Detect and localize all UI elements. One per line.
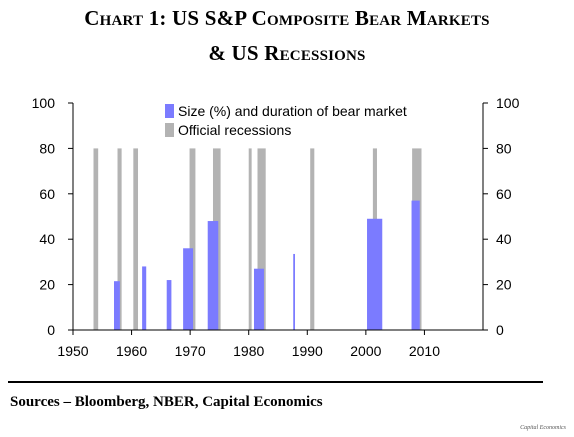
bear-market-bar-8 (411, 200, 420, 330)
recession-bar-5 (248, 148, 252, 330)
y-tick-label-left-5: 100 (32, 95, 56, 111)
y-tick-label-left-1: 20 (39, 277, 55, 293)
y-tick-label-right-1: 20 (496, 277, 512, 293)
sources-note: Sources – Bloomberg, NBER, Capital Econo… (10, 394, 323, 410)
bear-market-bar-5 (253, 268, 264, 330)
legend-swatch-0 (165, 104, 174, 118)
legend-label-1: Official recessions (178, 122, 291, 138)
recession-bar-0 (93, 148, 99, 330)
bear-market-bar-7 (367, 218, 383, 330)
legend-label-0: Size (%) and duration of bear market (178, 103, 407, 119)
recession-bar-6 (257, 148, 266, 330)
x-tick-label-1: 1960 (116, 343, 147, 359)
bear-market-bar-0 (114, 281, 120, 330)
chart-title-line-2: & US Recessions (208, 41, 366, 65)
y-tick-label-left-3: 60 (39, 186, 55, 202)
x-tick-label-0: 1950 (57, 343, 88, 359)
x-tick-label-2: 1970 (175, 343, 206, 359)
x-tick-label-3: 1980 (233, 343, 264, 359)
bear-market-bar-1 (142, 266, 147, 330)
y-tick-label-right-0: 0 (496, 322, 504, 338)
y-tick-label-right-2: 40 (496, 231, 512, 247)
y-tick-label-right-4: 80 (496, 140, 512, 156)
footer-watermark: Capital Economics (520, 425, 566, 431)
bear-market-bar-4 (207, 221, 219, 330)
recession-bar-1 (117, 148, 122, 330)
recession-bar-7 (310, 148, 315, 330)
recession-bar-3 (189, 148, 196, 330)
recession-bar-2 (133, 148, 139, 330)
y-tick-label-right-3: 60 (496, 186, 512, 202)
x-tick-label-5: 2000 (350, 343, 381, 359)
y-tick-label-left-0: 0 (47, 322, 55, 338)
legend-swatch-1 (165, 123, 174, 137)
x-tick-label-4: 1990 (292, 343, 323, 359)
x-tick-label-6: 2010 (409, 343, 440, 359)
y-tick-label-left-4: 80 (39, 140, 55, 156)
sources-divider (8, 381, 543, 383)
bear-market-bar-2 (166, 280, 172, 330)
chart-title-line-1: Chart 1: US S&P Composite Bear Markets (84, 6, 490, 30)
y-tick-label-left-2: 40 (39, 231, 55, 247)
bear-market-bar-3 (183, 248, 194, 330)
y-tick-label-right-5: 100 (496, 95, 520, 111)
chart-canvas: 0 20 40 60 80 100 0 20 40 60 80 100 1950 1960 1970 1980… (32, 95, 520, 359)
bear-market-bar-6 (293, 253, 295, 330)
